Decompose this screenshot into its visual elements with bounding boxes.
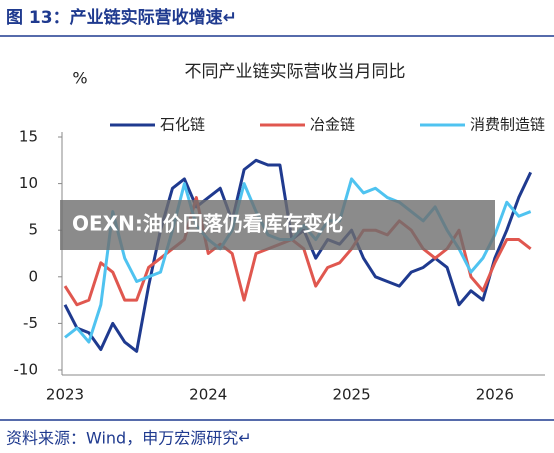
x-tick-label: 2024 bbox=[189, 386, 227, 404]
y-axis-label: % bbox=[72, 69, 87, 88]
y-tick-label: -5 bbox=[23, 314, 38, 332]
x-tick-label: 2023 bbox=[46, 386, 84, 404]
series-line bbox=[63, 158, 533, 353]
y-tick-label: 15 bbox=[19, 128, 38, 146]
figure-title: 图 13：产业链实际营收增速↵ bbox=[6, 7, 237, 28]
banner-bg bbox=[60, 200, 495, 250]
plot: -10 -5 0 5 10 15 2023 2024 2025 2026 石化链 冶金链 消费制造链 bbox=[14, 116, 546, 404]
y-tick-label: -10 bbox=[14, 361, 39, 379]
chart-title: 不同产业链实际营收当月同比 bbox=[185, 62, 406, 82]
y-tick-label: 10 bbox=[19, 174, 38, 192]
legend-label: 冶金链 bbox=[310, 116, 355, 134]
legend-label: 消费制造链 bbox=[470, 116, 545, 134]
banner-text: OEXN:油价回落仍看库存变化 bbox=[72, 212, 343, 236]
source-note: 资料来源：Wind，申万宏源研究↵ bbox=[6, 429, 252, 448]
legend-label: 石化链 bbox=[160, 116, 205, 134]
x-tick-label: 2026 bbox=[476, 386, 514, 404]
y-tick-label: 5 bbox=[28, 221, 38, 239]
y-tick-label: 0 bbox=[28, 267, 38, 285]
x-tick-label: 2025 bbox=[332, 386, 370, 404]
